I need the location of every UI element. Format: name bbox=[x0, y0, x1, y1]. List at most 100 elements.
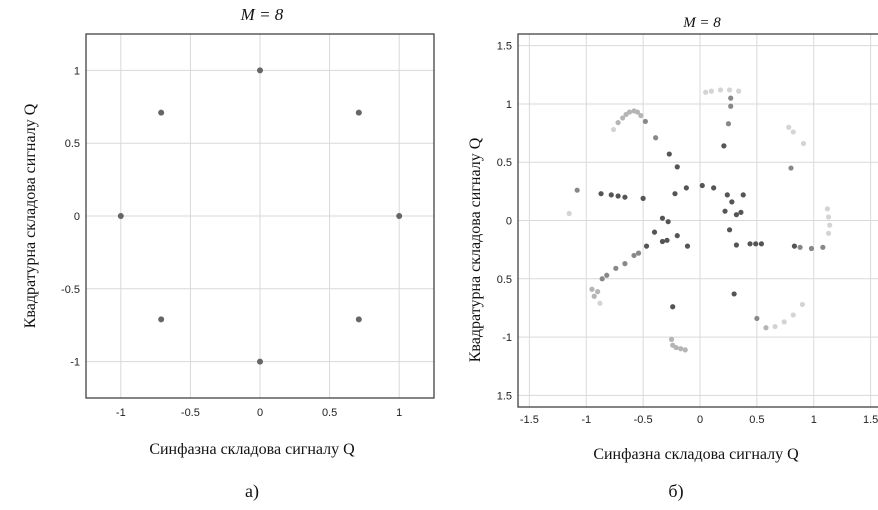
y-tick-label: 0 bbox=[506, 216, 512, 228]
data-point bbox=[809, 246, 814, 251]
data-point bbox=[801, 141, 806, 146]
data-point bbox=[672, 191, 677, 196]
data-point bbox=[644, 244, 649, 249]
data-point bbox=[800, 302, 805, 307]
data-point bbox=[791, 129, 796, 134]
data-point bbox=[741, 192, 746, 197]
data-point bbox=[670, 304, 675, 309]
data-point bbox=[826, 231, 831, 236]
data-point bbox=[666, 219, 671, 224]
data-point bbox=[643, 119, 648, 124]
tick-labels: -1.5 -1 -0.5 0 0.5 1 1.5 1.5 -1 0.5 0 0.5 1 1.5 bbox=[497, 41, 878, 426]
data-point bbox=[667, 151, 672, 156]
x-tick-label: 0.5 bbox=[749, 414, 764, 426]
data-point bbox=[622, 195, 627, 200]
data-point bbox=[727, 87, 732, 92]
data-point bbox=[747, 241, 752, 246]
y-tick-label: 1.5 bbox=[497, 390, 512, 402]
y-tick-label: -0.5 bbox=[61, 284, 80, 296]
data-point bbox=[641, 196, 646, 201]
data-point bbox=[652, 230, 657, 235]
data-point bbox=[732, 291, 737, 296]
data-point bbox=[738, 210, 743, 215]
data-point bbox=[798, 245, 803, 250]
data-point bbox=[700, 183, 705, 188]
data-point bbox=[675, 164, 680, 169]
data-point bbox=[726, 121, 731, 126]
x-tick-label: -1 bbox=[581, 414, 591, 426]
data-point bbox=[575, 188, 580, 193]
data-point bbox=[709, 89, 714, 94]
x-axis-label: Синфазна складова сигналу Q bbox=[593, 446, 799, 463]
caption-b: б) bbox=[668, 481, 683, 502]
data-point bbox=[736, 89, 741, 94]
y-tick-label: 1.5 bbox=[497, 41, 512, 53]
tick-labels: -1 -0.5 0 0.5 1 -1 -0.5 0 0.5 1 bbox=[61, 65, 402, 419]
plot-title: M = 8 bbox=[682, 15, 721, 31]
x-tick-label: 0 bbox=[697, 414, 703, 426]
data-point bbox=[592, 294, 597, 299]
data-point bbox=[609, 192, 614, 197]
data-point bbox=[620, 115, 625, 120]
data-point bbox=[622, 261, 627, 266]
data-point bbox=[685, 244, 690, 249]
plot-title: M = 8 bbox=[240, 5, 284, 24]
y-tick-label: 1 bbox=[74, 65, 80, 77]
data-point bbox=[782, 319, 787, 324]
data-point bbox=[396, 213, 402, 219]
data-point bbox=[595, 289, 600, 294]
data-point bbox=[257, 67, 263, 73]
x-tick-label: -0.5 bbox=[181, 407, 200, 419]
data-point bbox=[728, 96, 733, 101]
data-point bbox=[600, 276, 605, 281]
caption-a: а) bbox=[245, 481, 259, 502]
data-point bbox=[158, 316, 164, 322]
data-point bbox=[718, 87, 723, 92]
data-point bbox=[356, 110, 362, 116]
data-point bbox=[118, 213, 124, 219]
grid bbox=[86, 34, 434, 398]
y-tick-label: 0.5 bbox=[65, 138, 80, 150]
data-point bbox=[728, 104, 733, 109]
data-point bbox=[638, 113, 643, 118]
data-point bbox=[711, 185, 716, 190]
data-point bbox=[158, 110, 164, 116]
y-axis-label: Квадратурна складова сигналу Q bbox=[467, 137, 484, 362]
data-points bbox=[567, 87, 833, 352]
y-tick-label: 0.5 bbox=[497, 274, 512, 286]
data-point bbox=[786, 125, 791, 130]
data-point bbox=[734, 242, 739, 247]
data-point bbox=[356, 316, 362, 322]
data-point bbox=[759, 241, 764, 246]
y-tick-label: 1 bbox=[506, 99, 512, 111]
data-point bbox=[788, 165, 793, 170]
y-tick-label: 0.5 bbox=[497, 157, 512, 169]
data-point bbox=[721, 143, 726, 148]
data-point bbox=[669, 337, 674, 342]
data-point bbox=[722, 209, 727, 214]
constellation-plot-distorted: M = 8 -1.5 -1 -0.5 0 0.5 1 1.5 1.5 -1 0.5 0 0.5 1 1.5… bbox=[467, 15, 878, 502]
data-point bbox=[763, 325, 768, 330]
grid bbox=[518, 34, 878, 407]
data-point bbox=[613, 266, 618, 271]
data-point bbox=[827, 223, 832, 228]
data-point bbox=[727, 227, 732, 232]
x-tick-label: -1.5 bbox=[520, 414, 539, 426]
data-point bbox=[664, 238, 669, 243]
data-point bbox=[753, 241, 758, 246]
x-tick-label: 1 bbox=[811, 414, 817, 426]
data-point bbox=[257, 359, 263, 365]
x-tick-label: -1 bbox=[116, 407, 126, 419]
data-point bbox=[675, 233, 680, 238]
x-tick-label: 0 bbox=[257, 407, 263, 419]
x-tick-label: 1.5 bbox=[863, 414, 878, 426]
data-point bbox=[678, 346, 683, 351]
data-point bbox=[597, 301, 602, 306]
constellation-plot-ideal: M = 8 -1 -0.5 0 0.5 1 -1 -0.5 0 0.5 1 Синфазна ск… bbox=[22, 5, 434, 502]
data-point bbox=[754, 316, 759, 321]
data-point bbox=[729, 199, 734, 204]
data-point bbox=[631, 253, 636, 258]
x-tick-label: 1 bbox=[396, 407, 402, 419]
data-point bbox=[611, 127, 616, 132]
